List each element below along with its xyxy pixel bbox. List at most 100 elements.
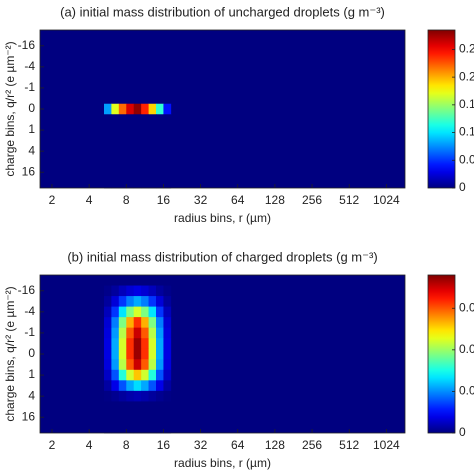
heatmap-cell <box>155 369 164 381</box>
x-tick-label: 1024 <box>373 438 400 452</box>
y-tick-label: 0 <box>28 346 35 360</box>
heatmap-cell <box>111 327 120 339</box>
x-tick-label: 128 <box>265 193 285 207</box>
heatmap-cell <box>118 285 127 297</box>
heatmap-cell <box>141 369 149 381</box>
heatmap-cell <box>141 317 149 328</box>
heatmap-cell <box>163 317 172 328</box>
heatmap-cell <box>103 317 112 328</box>
heatmap-cell <box>126 135 135 147</box>
heatmap-cell <box>126 30 135 41</box>
heatmap-cell <box>133 51 142 62</box>
heatmap-cell <box>126 72 135 83</box>
heatmap-cell <box>133 401 142 413</box>
heatmap-cell <box>126 422 135 434</box>
heatmap-cell <box>126 411 135 423</box>
heatmap-cell <box>155 135 164 147</box>
x-tick-label: 512 <box>339 438 359 452</box>
heatmap-cell <box>118 390 127 402</box>
heatmap-cell <box>155 275 164 286</box>
heatmap-cell <box>163 327 172 339</box>
x-axis-label: radius bins, r (µm) <box>174 211 271 225</box>
heatmap-cell <box>148 135 157 147</box>
heatmap-cell <box>103 72 112 83</box>
heatmap-cell <box>118 40 127 52</box>
heatmap-cell <box>133 411 142 423</box>
heatmap-cell <box>155 296 164 307</box>
heatmap-cell <box>141 40 149 52</box>
x-tick-label: 4 <box>86 193 93 207</box>
heatmap-cell <box>118 411 127 423</box>
heatmap-cell <box>118 93 127 105</box>
heatmap-cell <box>126 338 135 350</box>
x-tick-label: 64 <box>231 438 245 452</box>
heatmap-cell <box>155 114 164 126</box>
heatmap-cell <box>103 275 112 286</box>
heatmap-cell <box>141 411 149 423</box>
heatmap-cell <box>163 348 172 360</box>
heatmap-cell <box>111 411 120 423</box>
heatmap-cell <box>163 72 172 83</box>
heatmap-cell <box>111 275 120 286</box>
heatmap-cell <box>133 114 142 126</box>
heatmap-cell <box>155 61 164 73</box>
heatmap-cell <box>148 285 157 297</box>
heatmap-cell <box>148 380 157 392</box>
x-tick-label: 128 <box>265 438 285 452</box>
heatmap-cell <box>126 51 135 62</box>
heatmap-cell <box>163 103 172 115</box>
heatmap-cell <box>163 156 172 168</box>
heatmap-cell <box>118 177 127 189</box>
heatmap-cell <box>118 359 127 371</box>
heatmap-cell <box>126 359 135 371</box>
heatmap-cell <box>118 338 127 350</box>
x-tick-label: 16 <box>157 438 171 452</box>
heatmap-cell <box>126 40 135 52</box>
heatmap-cell <box>163 135 172 147</box>
heatmap-cell <box>155 72 164 83</box>
heatmap-cell <box>133 275 142 286</box>
y-tick-label: 16 <box>22 164 36 178</box>
heatmap-cell <box>133 359 142 371</box>
heatmap-cell <box>148 51 157 62</box>
y-tick-label: 0 <box>28 101 35 115</box>
chart-title: (b) initial mass distribution of charged… <box>67 249 377 264</box>
heatmap-cell <box>133 317 142 328</box>
heatmap-cell <box>148 103 157 115</box>
heatmap-cell <box>141 30 149 41</box>
colorbar-tick-label: 0 <box>459 425 466 439</box>
heatmap-cell <box>133 285 142 297</box>
heatmap-cell <box>141 82 149 94</box>
colorbar <box>427 274 456 434</box>
heatmap-cell <box>148 359 157 371</box>
heatmap-cell <box>133 145 142 157</box>
heatmap-cell <box>155 390 164 402</box>
heatmap-cell <box>111 51 120 62</box>
heatmap-cell <box>103 306 112 318</box>
heatmap-cell <box>126 145 135 157</box>
heatmap-cell <box>126 369 135 381</box>
heatmap-cell <box>148 338 157 350</box>
heatmap-cell <box>126 124 135 136</box>
heatmap-cell <box>141 145 149 157</box>
heatmap-cell <box>141 422 149 434</box>
heatmap-cell <box>141 51 149 62</box>
heatmap-cell <box>155 166 164 178</box>
y-tick-label: -1 <box>24 80 35 94</box>
heatmap-cell <box>118 327 127 339</box>
heatmap-cell <box>103 327 112 339</box>
heatmap-cell <box>148 296 157 307</box>
heatmap-cell <box>103 285 112 297</box>
heatmap-cell <box>126 177 135 189</box>
heatmap-cell <box>148 82 157 94</box>
heatmap-cell <box>111 306 120 318</box>
heatmap-cell <box>133 296 142 307</box>
x-tick-label: 16 <box>157 193 171 207</box>
heatmap-cell <box>133 380 142 392</box>
colorbar-tick-label: 0.03 <box>459 300 474 314</box>
x-tick-label: 32 <box>194 438 208 452</box>
heatmap-cell <box>155 285 164 297</box>
y-tick-label: -4 <box>24 59 35 73</box>
heatmap-cell <box>111 72 120 83</box>
heatmap-cell <box>141 380 149 392</box>
